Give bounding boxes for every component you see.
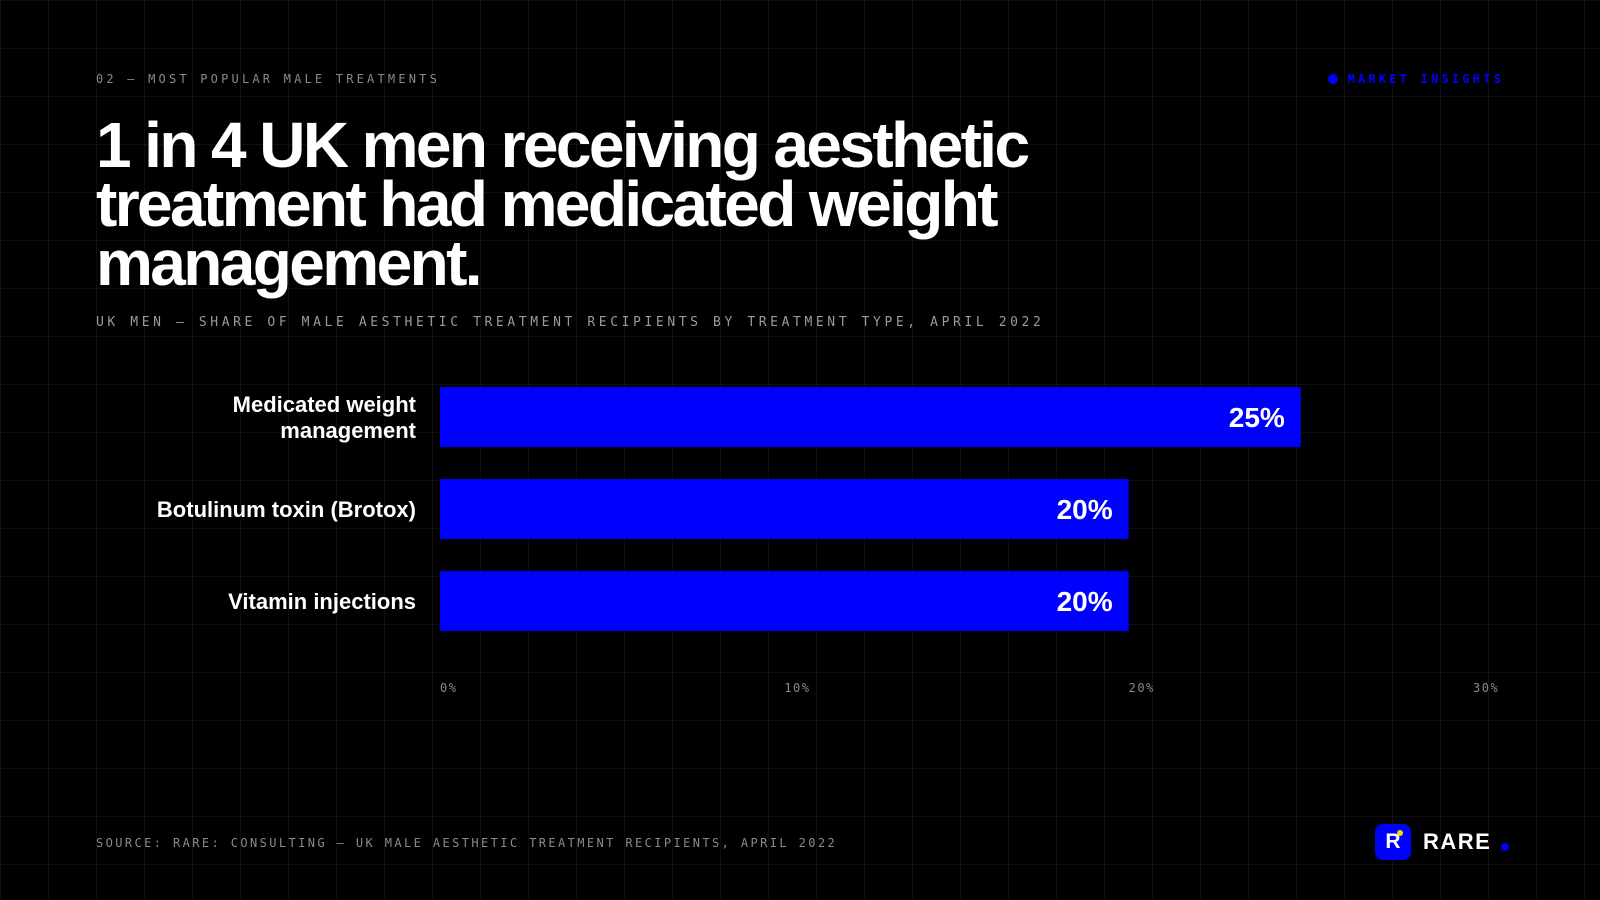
brand-mark-letter: R xyxy=(1385,830,1401,853)
category-label-0: Medicated weight management xyxy=(233,392,417,443)
category-label-1: Botulinum toxin (Brotox) xyxy=(157,497,416,522)
x-tick-label-0: 0% xyxy=(440,681,457,695)
bar-value-label-1: 20% xyxy=(1057,494,1113,525)
brand-dot-icon xyxy=(1501,843,1510,851)
market-insights-tag: MARKET INSIGHTS xyxy=(1327,72,1504,86)
brand-mark-icon: R xyxy=(1375,824,1411,860)
source-note: SOURCE: RARE: CONSULTING — UK MALE AESTH… xyxy=(96,836,838,850)
x-tick-label-1: 10% xyxy=(784,681,810,695)
tag-label: MARKET INSIGHTS xyxy=(1347,72,1504,86)
brand-logo: R RARE xyxy=(1375,824,1510,860)
brand-spark-icon xyxy=(1397,830,1403,836)
bar-1 xyxy=(440,479,1129,539)
bar-0 xyxy=(440,387,1301,447)
section-kicker: 02 — MOST POPULAR MALE TREATMENTS xyxy=(96,72,441,86)
bar-value-label-2: 20% xyxy=(1057,586,1113,617)
tag-dot-icon xyxy=(1327,74,1338,84)
x-tick-label-2: 20% xyxy=(1129,681,1155,695)
bar-value-label-0: 25% xyxy=(1229,402,1285,433)
chart-subtitle: UK MEN — SHARE OF MALE AESTHETIC TREATME… xyxy=(96,315,1045,330)
headline: 1 in 4 UK men receiving aesthetic treatm… xyxy=(96,109,1030,299)
x-tick-label-3: 30% xyxy=(1473,681,1499,695)
brand-name: RARE xyxy=(1423,829,1492,854)
category-label-2: Vitamin injections xyxy=(228,589,416,614)
bar-2 xyxy=(440,571,1129,631)
